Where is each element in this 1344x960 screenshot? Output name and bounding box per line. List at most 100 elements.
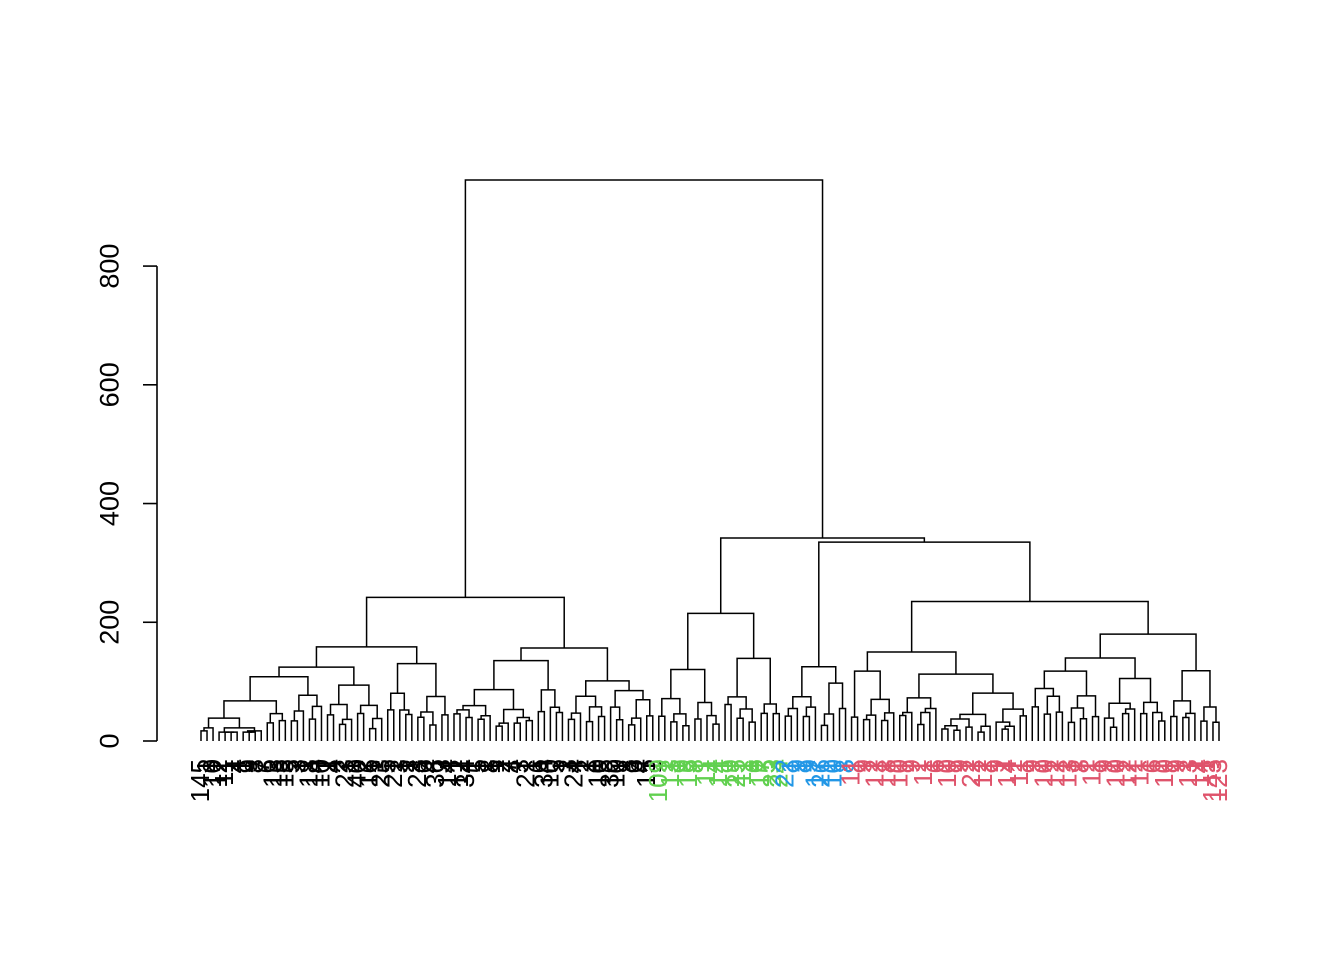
leaf-label: 10 [817,759,847,788]
dendrogram-branch [365,596,565,649]
leaf-label: 10 [583,759,613,788]
dendrogram-branch [712,723,720,741]
leaf-label: 1 [733,759,763,773]
leaf-label: 19 [715,759,745,788]
dendrogram-branch [953,729,961,741]
dendrogram-branch [1070,707,1085,723]
leaf-label: 1 [854,759,884,773]
dendrogram-branch [389,692,406,711]
leaf-label: 5 [462,759,492,773]
dendrogram-branch [627,724,636,741]
dendrogram-branch [673,713,687,726]
leaf-label: 143 [1197,759,1227,802]
leaf-label: 7 [245,759,275,773]
dendrogram-branch [682,725,690,741]
dendrogram-branch [748,721,756,741]
leaf-label: 10 [932,759,962,788]
dendrogram-branch [326,714,335,741]
dendrogram-branch [290,720,299,741]
leaf-label: 123 [1203,759,1233,802]
leaf-label: 2 [396,759,426,773]
leaf-label: 9 [233,759,263,773]
leaf-label: 23 [366,759,396,788]
leaf-label: 16 [354,759,384,788]
leaf-label: 10 [1101,759,1131,788]
dendrogram-branch [498,722,509,741]
dendrogram-branch [278,719,287,741]
leaf-label: 9 [896,759,926,773]
dendrogram-branch [549,706,561,741]
dendrogram-branch [1158,720,1166,741]
dendrogram-branch [959,713,987,727]
dendrogram-branch [910,600,1149,652]
leaf-label: 1 [950,759,980,773]
dendrogram-branch [1118,677,1152,704]
leaf-label: 12 [1113,759,1143,788]
dendrogram-branch [917,723,925,741]
leaf-label: 8 [830,759,860,773]
dendrogram-branch [1200,720,1208,741]
dendrogram-branch [670,668,706,703]
dendrogram-branch [784,715,793,741]
leaf-label: 8 [474,759,504,773]
leaf-label: 22 [769,759,799,788]
dendrogram-branch [920,711,931,741]
dendrogram-branch [823,713,835,741]
dendrogram-branch [223,727,256,733]
dendrogram-branch [341,718,353,741]
dendrogram-branch [694,718,702,741]
leaf-label: 25 [721,759,751,788]
leaf-label: 1 [661,759,691,773]
dendrogram-branch [736,717,744,741]
leaf-label: 23 [757,759,787,788]
dendrogram-branch [853,670,881,718]
leaf-label: 1 [438,759,468,773]
leaf-label: 1 [360,759,390,773]
leaf-label: 10 [1149,759,1179,788]
dendrogram-branch [719,537,926,614]
dendrogram-branch [965,726,973,741]
leaf-label: 1 [1083,759,1113,773]
dendrogram-branch [802,715,811,741]
dendrogram-branch [585,720,594,741]
dendrogram-branch [477,718,485,741]
leaf-label: 1 [1046,759,1076,773]
leaf-label: 21 [510,759,540,788]
leaf-label: 9 [1161,759,1191,773]
leaf-label: 1 [986,759,1016,773]
dendrogram-branch [230,731,238,741]
leaf-label: 9 [781,759,811,773]
leaf-label: 14 [432,759,462,788]
leaf-label: 8 [679,759,709,773]
dendrogram-branch [972,692,1014,715]
dendrogram-branch [329,703,348,720]
dendrogram-branch [493,659,549,690]
leaf-label: 1 [1119,759,1149,773]
leaf-label: 1 [1034,759,1064,773]
leaf-label: 23 [402,759,432,788]
leaf-label: 1 [709,759,739,773]
dendrogram-branch [924,707,937,741]
leaf-labels: 1451101211141987613151553118141014223140… [185,759,1233,802]
leaf-label: 6 [739,759,769,773]
dendrogram-branch [941,728,949,741]
leaf-label: 24 [763,759,793,788]
leaf-label: 5 [372,759,402,773]
leaf-label: 145 [185,759,215,802]
dendrogram-branch [1055,711,1064,741]
dendrogram-branch [465,716,473,741]
leaf-label: 1 [775,759,805,773]
dendrogram-branch [555,711,564,741]
dendrogram-branch [293,710,305,741]
leaf-label: 14 [299,759,329,788]
leaf-label: 15 [269,759,299,788]
dendrogram-branch [614,689,644,708]
leaf-label: 1 [878,759,908,773]
leaf-label: 1 [1191,759,1221,773]
dendrogram-branch [760,712,768,741]
leaf-label: 13 [1052,759,1082,788]
leaf-label: 1 [577,759,607,773]
dendrogram-branch [441,714,449,741]
leaf-label: 1 [227,759,257,773]
leaf-label: 4 [498,759,528,773]
